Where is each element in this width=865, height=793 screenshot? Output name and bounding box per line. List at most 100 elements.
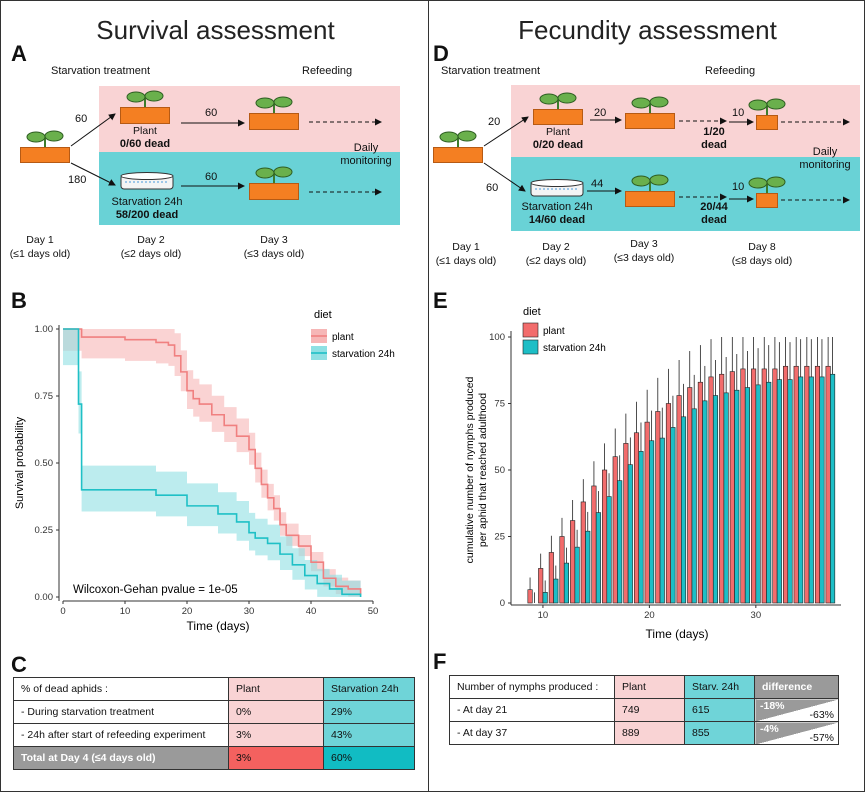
- legend-label-1: starvation 24h: [543, 343, 606, 354]
- y-tick-label: 0.25: [35, 525, 54, 536]
- y-tick-label: 0: [500, 598, 505, 609]
- y-axis-title-line1: cumulative number of nymphs produced: [464, 376, 476, 563]
- petri-dish-icon: [530, 179, 584, 197]
- table-row: - During starvation treatment 0% 29%: [13, 700, 415, 724]
- difference-value-1: -18%: [760, 700, 785, 712]
- bar-starvation-24h: [563, 562, 569, 604]
- bar-plant: [814, 365, 821, 604]
- plant-dead: 0/20 dead: [532, 139, 584, 151]
- starvation-dead: 14/60 dead: [528, 214, 586, 226]
- x-tick-label: 20: [644, 610, 655, 621]
- fecundity-title: Fecundity assessment: [518, 15, 777, 45]
- row-starvation: 29%: [323, 700, 415, 724]
- plant-icon: [631, 96, 669, 113]
- bar-starvation-24h: [755, 384, 761, 604]
- bar-plant: [825, 365, 831, 604]
- panel-b-letter: B: [11, 288, 27, 313]
- y-tick-label: 0.50: [35, 458, 54, 469]
- y-axis-title-line2: per aphid that reached adulthood: [477, 393, 489, 547]
- y-tick-label: 100: [489, 332, 505, 343]
- day2-age: (≤2 days old): [120, 248, 182, 260]
- bar-plant: [729, 371, 735, 604]
- plant-icon: [126, 90, 164, 107]
- x-tick-label: 20: [182, 606, 193, 617]
- row-plant: 3%: [228, 723, 324, 747]
- header-difference: difference: [754, 675, 839, 699]
- row-label: - 24h after start of refeeding experimen…: [13, 723, 229, 747]
- row-starvation: 855: [684, 721, 755, 745]
- x-axis-title: Time (days): [646, 627, 709, 641]
- bar-plant: [602, 469, 608, 604]
- pot-starv-day3: [249, 183, 299, 200]
- monitoring-label: monitoring: [799, 159, 851, 171]
- legend-label-0: plant: [543, 326, 565, 337]
- bar-plant: [751, 368, 757, 604]
- bar-starvation-24h: [691, 408, 697, 604]
- difference-value-1: -4%: [760, 723, 779, 735]
- n-starv-2: 44: [591, 178, 604, 190]
- bar-starvation-24h: [553, 578, 559, 604]
- flow-arrows: [70, 113, 382, 196]
- fecundity-panel: Fecundity assessment D Starvation treatm…: [428, 0, 865, 792]
- header-label: Number of nymphs produced :: [449, 675, 615, 699]
- petri-dish-icon: [120, 172, 174, 190]
- bar-plant: [665, 403, 671, 604]
- bar-plant: [548, 552, 554, 604]
- panel-d-letter: D: [433, 41, 449, 66]
- x-tick-label: 30: [751, 610, 762, 621]
- y-tick-label: 1.00: [35, 324, 54, 335]
- row-label: - During starvation treatment: [13, 700, 229, 724]
- bar-starvation-24h: [702, 400, 708, 604]
- dead-word: dead: [701, 139, 727, 151]
- table-header: Number of nymphs produced : Plant Starv.…: [449, 675, 839, 699]
- bar-starvation-24h: [670, 427, 676, 604]
- bar-starvation-24h: [808, 376, 814, 604]
- x-tick-label: 50: [368, 606, 379, 617]
- bar-starvation-24h: [638, 451, 644, 604]
- monitoring-label: monitoring: [340, 155, 392, 167]
- legend-key-1: [522, 339, 539, 355]
- panel-c-letter: C: [11, 652, 27, 677]
- header-starvation: Starvation 24h: [323, 677, 415, 701]
- plant-icon: [748, 98, 786, 115]
- plant-label: Plant: [546, 126, 570, 138]
- starvation-treatment-label: Starvation treatment: [441, 65, 541, 77]
- x-tick-label: 10: [538, 610, 549, 621]
- dead-starv-day3: 20/44: [700, 201, 728, 213]
- daily-label: Daily: [812, 146, 838, 158]
- pot-starv-day8: [756, 193, 778, 208]
- table-row-total: Total at Day 4 (≤4 days old) 3% 60%: [13, 746, 415, 770]
- aphid-plant-icon: [26, 130, 64, 147]
- header-plant: Plant: [228, 677, 324, 701]
- x-tick-label: 40: [306, 606, 317, 617]
- confidence-band-0: [63, 329, 361, 597]
- header-plant: Plant: [614, 675, 685, 699]
- legend-key-0: [522, 322, 539, 338]
- row-plant: 0%: [228, 700, 324, 724]
- legend-label-1: starvation 24h: [332, 349, 395, 360]
- row-starvation: 60%: [323, 746, 415, 770]
- day3-age: (≤3 days old): [243, 248, 305, 260]
- header-starvation: Starv. 24h: [684, 675, 755, 699]
- legend-label-0: plant: [332, 332, 354, 343]
- pot-plant-day2: [120, 107, 170, 124]
- plant-icon: [255, 96, 293, 113]
- bar-starvation-24h: [585, 530, 591, 604]
- bar-starvation-24h: [798, 376, 804, 604]
- day2-age: (≤2 days old): [525, 255, 587, 267]
- bar-plant: [761, 368, 767, 604]
- pot-starv-day3: [625, 191, 675, 207]
- y-tick-label: 75: [494, 399, 505, 410]
- bar-plant: [612, 456, 618, 604]
- bar-starvation-24h: [542, 592, 548, 604]
- bar-plant: [740, 368, 746, 604]
- refeeding-label: Refeeding: [705, 65, 756, 77]
- bar-starvation-24h: [649, 440, 655, 604]
- fecundity-chart: 0 25 50 75 100 10 20 30 Time (days) cumulative nu…: [464, 306, 841, 641]
- starvation-label: Starvation 24h: [521, 201, 593, 213]
- bar-plant: [570, 520, 576, 604]
- bar-starvation-24h: [744, 387, 750, 604]
- bar-plant: [559, 536, 565, 604]
- bar-starvation-24h: [787, 379, 793, 604]
- row-starvation: 615: [684, 698, 755, 722]
